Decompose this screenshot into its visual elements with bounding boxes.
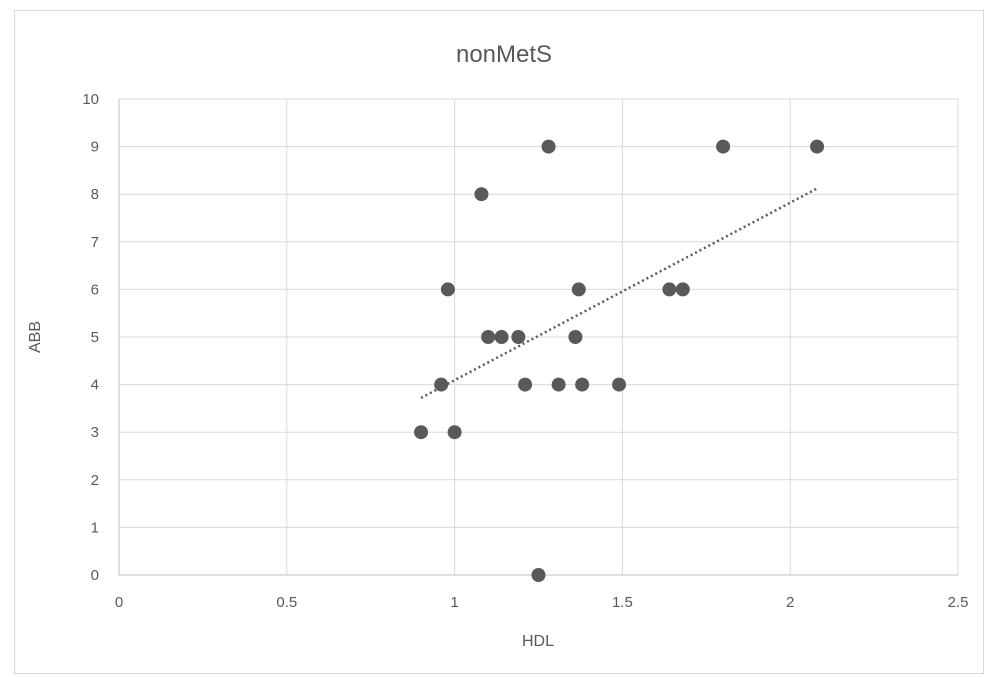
y-tick-label: 2 [91,472,99,489]
y-tick-label: 8 [91,186,99,203]
x-tick-labels: 0 0.5 1 1.5 2 2.5 [115,594,969,611]
gridlines [119,98,959,575]
data-point [675,282,690,297]
data-point [511,330,526,344]
x-axis-title: HDL [522,633,554,650]
data-point [474,187,489,202]
y-tick-label: 7 [91,234,99,251]
x-tick-label: 0 [115,594,123,611]
y-tick-label: 5 [91,329,99,346]
data-point [716,139,731,154]
data-point [531,568,546,582]
data-point [494,330,509,344]
data-point [571,282,586,297]
data-point [414,425,429,440]
y-tick-label: 6 [91,281,99,298]
data-point [662,282,677,297]
x-tick-label: 1.5 [612,594,633,611]
x-tick-label: 1 [450,594,458,611]
data-point [612,377,627,392]
y-axis-title: ABB [27,321,44,353]
y-tick-label: 4 [91,377,99,394]
x-tick-label: 2 [786,594,794,611]
y-tick-label: 0 [91,567,99,584]
data-point [447,425,462,440]
x-tick-label: 2.5 [948,594,969,611]
data-points [414,139,825,582]
data-point [551,377,566,392]
x-tick-label: 0.5 [276,594,297,611]
y-tick-label: 9 [91,139,99,156]
y-tick-label: 10 [82,91,99,108]
y-tick-label: 3 [91,424,99,441]
data-point [434,377,449,392]
data-point [541,139,556,154]
chart-title: nonMetS [456,41,552,68]
data-point [575,377,590,392]
data-point [518,377,533,392]
trendline [420,187,818,400]
y-tick-label: 1 [91,519,99,536]
trendline-group [420,187,818,400]
y-tick-labels: 0 1 2 3 4 5 6 7 8 9 10 [82,91,99,584]
data-point [481,330,496,344]
data-point [440,282,455,297]
data-point [810,139,825,154]
data-point [568,330,583,344]
